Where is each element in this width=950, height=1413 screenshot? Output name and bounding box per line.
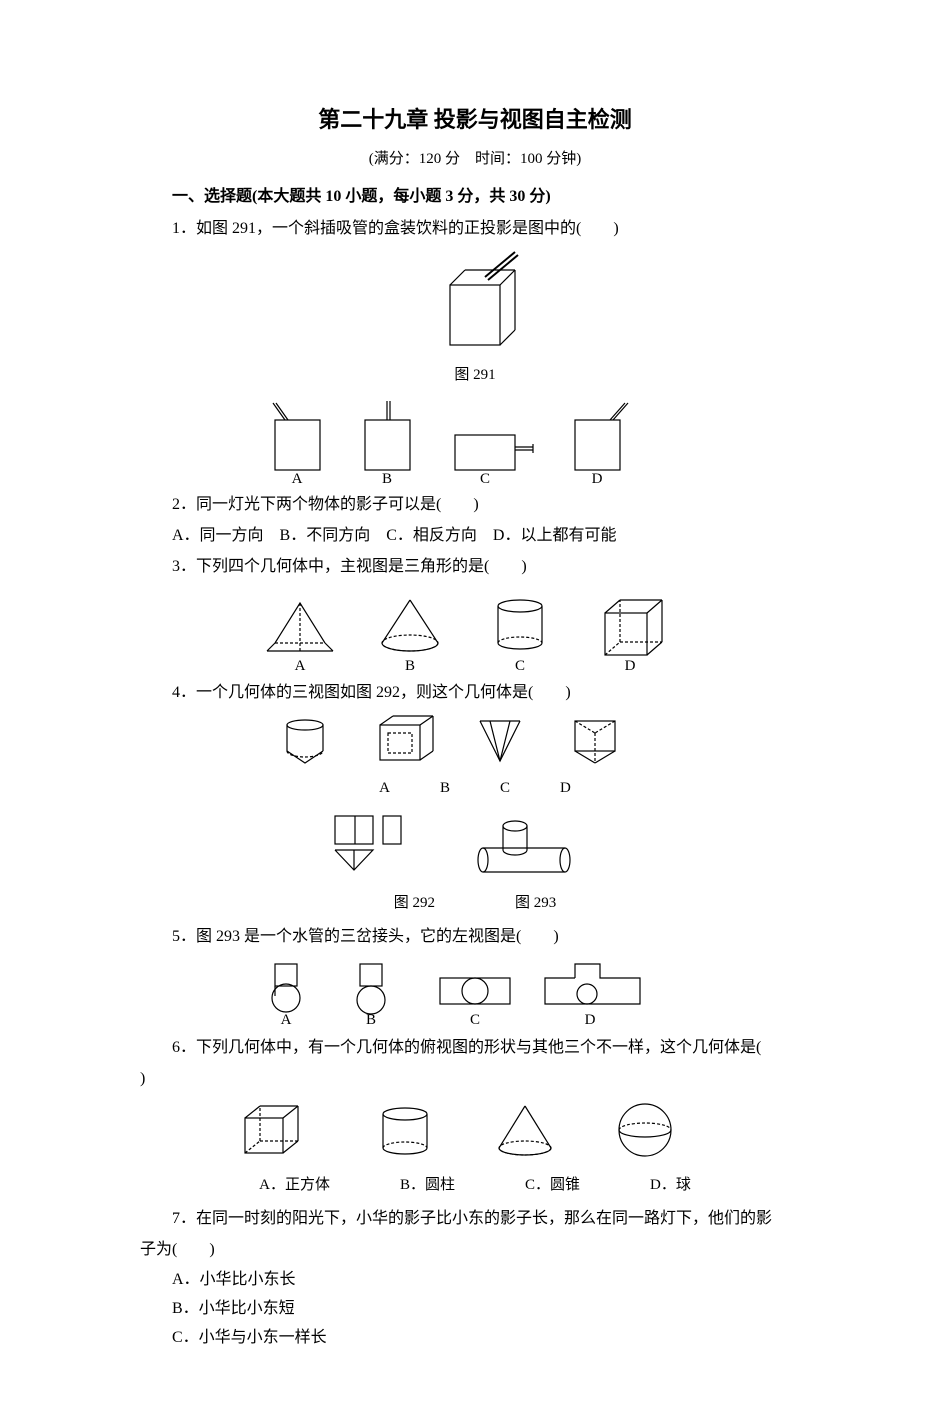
q6-label-d: D．球 xyxy=(650,1172,691,1199)
box-drink-icon xyxy=(420,250,530,360)
q7-option-a: A．小华比小东长 xyxy=(140,1266,810,1295)
q4-options-svg xyxy=(265,713,685,773)
q4-options-row: A B C D xyxy=(140,713,810,802)
svg-text:B: B xyxy=(366,1012,376,1028)
question-1: 1．如图 291，一个斜插吸管的盒装饮料的正投影是图中的( ) xyxy=(140,215,810,244)
svg-text:B: B xyxy=(405,658,415,673)
q6-options-row: A．正方体 B．圆柱 C．圆锥 D．球 xyxy=(140,1100,810,1199)
question-2-options: A．同一方向 B．不同方向 C．相反方向 D．以上都有可能 xyxy=(140,522,810,551)
figure-291-label: 图 291 xyxy=(140,362,810,389)
svg-text:C: C xyxy=(470,1012,480,1028)
svg-text:D: D xyxy=(592,471,603,485)
question-4: 4．一个几何体的三视图如图 292，则这个几何体是( ) xyxy=(140,679,810,708)
q1-options-row: A B C D xyxy=(140,395,810,485)
q4-label-c: C xyxy=(500,775,510,802)
svg-text:C: C xyxy=(515,658,525,673)
q6-label-c: C．圆锥 xyxy=(525,1172,580,1199)
question-6-close: ) xyxy=(140,1065,810,1094)
q5-options-row: A B C D xyxy=(140,958,810,1028)
svg-text:C: C xyxy=(480,471,490,485)
svg-text:D: D xyxy=(625,658,636,673)
question-6: 6．下列几何体中，有一个几何体的俯视图的形状与其他三个不一样，这个几何体是( xyxy=(140,1034,810,1063)
q3-options-row: A B C D xyxy=(140,588,810,673)
svg-text:A: A xyxy=(292,471,303,485)
q6-option-labels: A．正方体 B．圆柱 C．圆锥 D．球 xyxy=(140,1172,810,1199)
q7-option-c: C．小华与小东一样长 xyxy=(140,1324,810,1353)
figure-292-label: 图 292 xyxy=(394,890,435,917)
q6-options-svg xyxy=(215,1100,735,1170)
question-2: 2．同一灯光下两个物体的影子可以是( ) xyxy=(140,491,810,520)
question-3: 3．下列四个几何体中，主视图是三角形的是( ) xyxy=(140,553,810,582)
svg-text:B: B xyxy=(382,471,392,485)
q7-option-b: B．小华比小东短 xyxy=(140,1295,810,1324)
page-title: 第二十九章 投影与视图自主检测 xyxy=(140,100,810,140)
svg-text:A: A xyxy=(295,658,306,673)
exam-page: 第二十九章 投影与视图自主检测 (满分：120 分 时间：100 分钟) 一、选… xyxy=(0,0,950,1413)
svg-text:A: A xyxy=(281,1012,292,1028)
svg-text:D: D xyxy=(585,1012,596,1028)
question-7-line2: 子为( ) xyxy=(140,1236,810,1265)
q3-options-svg: A B C D xyxy=(245,588,705,673)
figure-293-label: 图 293 xyxy=(515,890,556,917)
q4-label-d: D xyxy=(560,775,571,802)
q4-option-labels: A B C D xyxy=(140,775,810,802)
q4-label-a: A xyxy=(379,775,390,802)
fig292-293-svg xyxy=(315,808,635,888)
q6-label-b: B．圆柱 xyxy=(400,1172,455,1199)
q5-options-svg: A B C D xyxy=(245,958,705,1028)
q1-options-svg: A B C D xyxy=(255,395,695,485)
question-7-line1: 7．在同一时刻的阳光下，小华的影子比小东的影子长，那么在同一路灯下，他们的影 xyxy=(140,1205,810,1234)
q4-label-b: B xyxy=(440,775,450,802)
figure-291: 图 291 xyxy=(140,250,810,389)
page-subtitle: (满分：120 分 时间：100 分钟) xyxy=(140,146,810,173)
figures-292-293: 图 292 图 293 xyxy=(140,808,810,917)
q6-label-a: A．正方体 xyxy=(259,1172,330,1199)
question-5: 5．图 293 是一个水管的三岔接头，它的左视图是( ) xyxy=(140,923,810,952)
section-1-heading: 一、选择题(本大题共 10 小题，每小题 3 分，共 30 分) xyxy=(140,183,810,212)
